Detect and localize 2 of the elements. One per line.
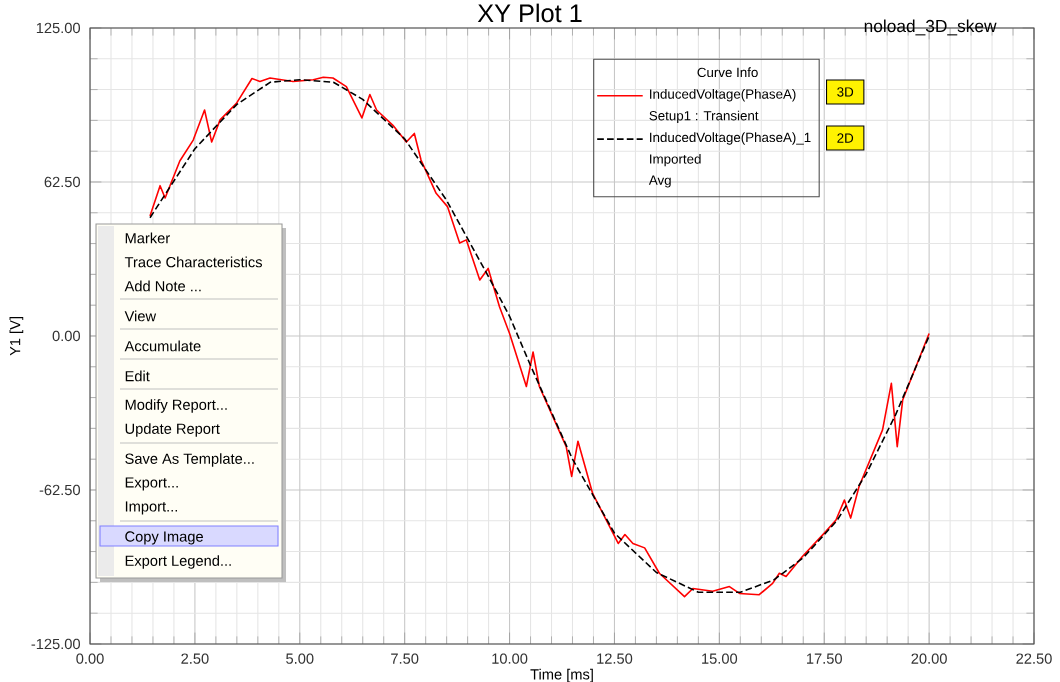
annotation: noload_3D_skew — [864, 19, 997, 36]
chart-title: XY Plot 1 — [477, 3, 582, 23]
